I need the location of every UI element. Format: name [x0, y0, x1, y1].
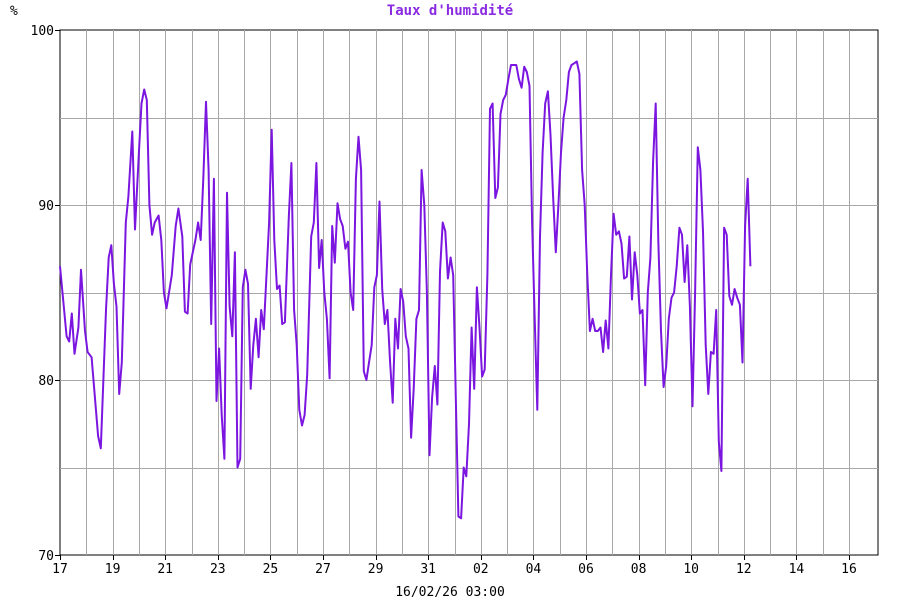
x-tick-label: 12: [736, 562, 752, 577]
x-tick-label: 29: [368, 562, 384, 577]
x-tick-label: 16: [841, 562, 857, 577]
x-tick-label: 23: [210, 562, 226, 577]
x-tick-label: 08: [631, 562, 647, 577]
x-tick-label: 25: [263, 562, 279, 577]
x-tick-label: 14: [789, 562, 805, 577]
x-tick-label: 17: [52, 562, 68, 577]
y-tick-label: 70: [38, 549, 54, 564]
y-tick-labels: 70 80 90 100: [31, 24, 60, 564]
x-tick-label: 04: [526, 562, 542, 577]
grid: [59, 29, 879, 556]
x-tick-label: 06: [578, 562, 594, 577]
plot-border: [59, 29, 879, 556]
y-tick-label: 100: [31, 24, 54, 39]
x-tick-labels: 17 19 21 23 25 27 29 31 02 04 06 08 10 12 14 16: [52, 555, 857, 577]
humidity-series-line: [59, 60, 752, 520]
x-axis-label: 16/02/26 03:00: [395, 585, 505, 600]
x-tick-label: 27: [315, 562, 331, 577]
x-tick-label: 02: [473, 562, 489, 577]
x-tick-label: 31: [420, 562, 436, 577]
x-tick-label: 10: [683, 562, 699, 577]
plot-area: [59, 60, 752, 520]
x-tick-label: 19: [105, 562, 121, 577]
y-axis-unit: %: [10, 4, 18, 19]
y-tick-label: 90: [38, 199, 54, 214]
y-tick-label: 80: [38, 374, 54, 389]
x-tick-label: 21: [157, 562, 173, 577]
chart-title: Taux d'humidité: [387, 3, 513, 19]
